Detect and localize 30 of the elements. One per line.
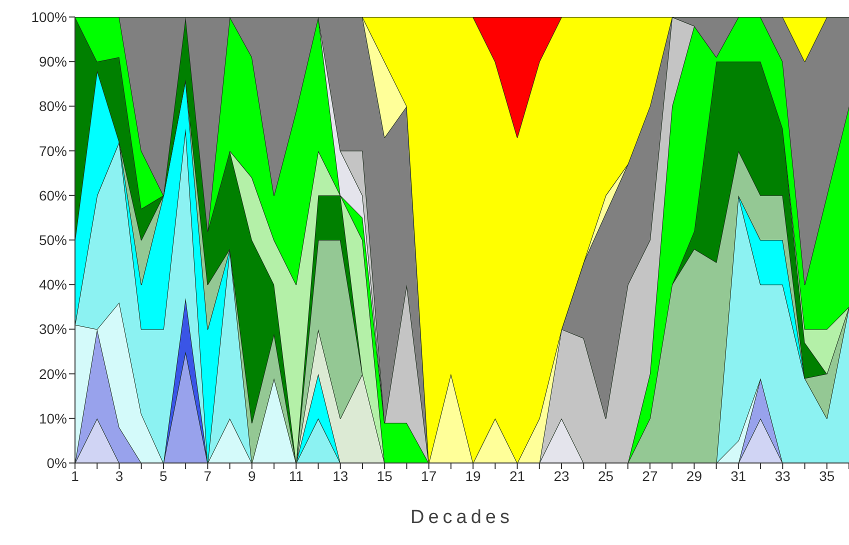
x-tick-label: 21 — [509, 468, 526, 484]
y-tick-label: 40% — [38, 276, 67, 293]
x-tick-label: 1 — [71, 468, 80, 484]
y-tick-label: 70% — [38, 142, 67, 159]
x-tick-label: 13 — [332, 468, 348, 484]
y-tick-label: 10% — [38, 410, 67, 426]
x-axis-title: Decades — [410, 507, 514, 528]
x-tick-label: 31 — [730, 468, 746, 484]
x-tick-label: 7 — [204, 468, 212, 484]
y-tick-label: 80% — [38, 98, 67, 114]
x-tick-label: 23 — [554, 468, 570, 484]
y-tick-label: 30% — [38, 321, 67, 338]
y-tick-label: 0% — [46, 454, 67, 471]
x-tick-label: 5 — [160, 468, 168, 484]
x-tick-label: 35 — [819, 468, 835, 484]
y-tick-label: 100% — [31, 8, 67, 25]
x-tick-label: 25 — [598, 468, 614, 484]
x-tick-label: 17 — [421, 468, 437, 484]
x-tick-label: 27 — [642, 468, 658, 484]
x-tick-label: 11 — [288, 468, 304, 484]
y-tick-label: 20% — [38, 366, 67, 382]
y-tick-label: 50% — [38, 232, 67, 248]
x-tick-label: 9 — [248, 468, 256, 484]
x-tick-label: 15 — [376, 468, 393, 484]
x-tick-label: 3 — [115, 468, 124, 484]
y-tick-label: 60% — [38, 187, 67, 204]
x-tick-label: 19 — [465, 468, 482, 484]
y-tick-label: 90% — [38, 54, 67, 70]
x-tick-label: 33 — [774, 468, 791, 484]
x-tick-label: 29 — [686, 468, 702, 484]
